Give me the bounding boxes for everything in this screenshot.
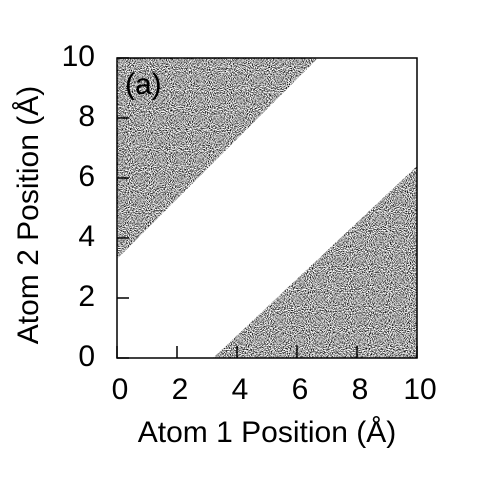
x-tick-label: 2 [172,373,189,406]
y-tick-label: 6 [78,160,95,193]
plot-area [117,58,417,358]
y-tick-label: 2 [78,280,95,313]
x-tick-label: 0 [112,373,129,406]
plot-frame [116,57,418,359]
y-axis-title: Atom 2 Position (Å) [12,86,45,344]
x-tick-label: 4 [232,373,249,406]
density-region [117,58,318,259]
x-tick-label: 8 [352,373,369,406]
y-tick-label: 10 [62,40,95,73]
x-tick-label: 6 [292,373,309,406]
density-region [213,166,417,358]
x-tick-label: 10 [403,373,436,406]
y-tick-label: 8 [78,100,95,133]
y-tick-label: 4 [78,220,95,253]
x-axis-title: Atom 1 Position (Å) [138,416,396,449]
annotation: (a) [125,68,162,101]
y-tick-label: 0 [78,340,95,373]
